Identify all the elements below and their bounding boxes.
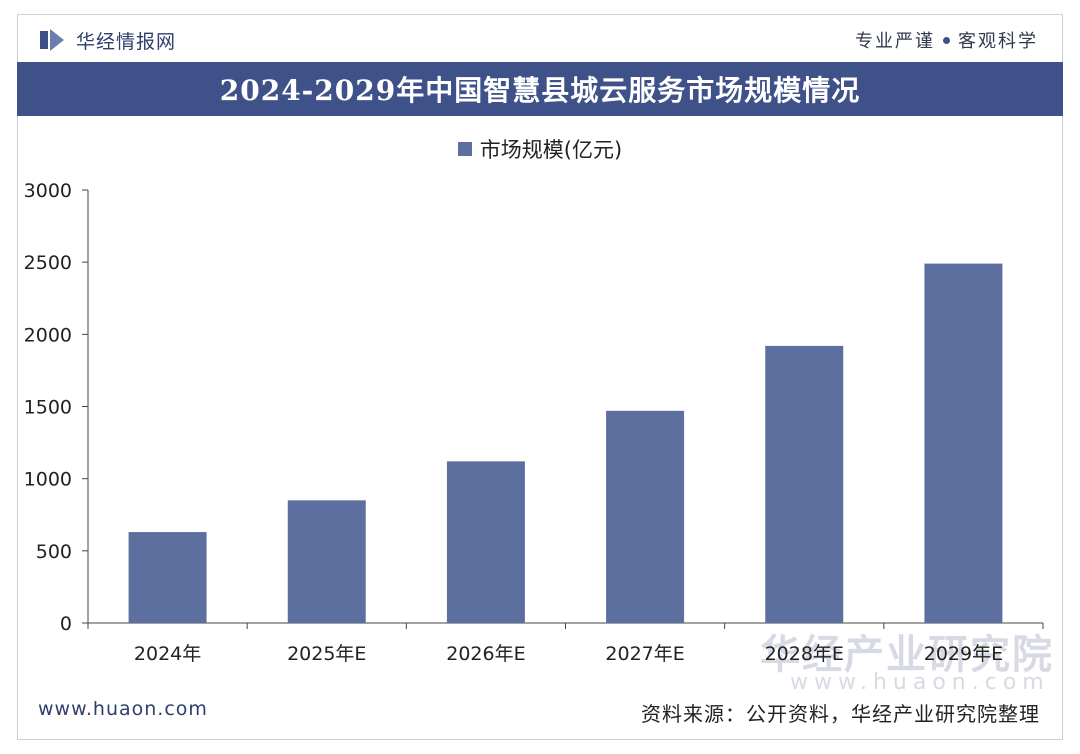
legend-label: 市场规模(亿元) bbox=[479, 138, 623, 162]
bar bbox=[765, 345, 844, 623]
slogan-right: 客观科学 bbox=[958, 31, 1038, 52]
bullet-dot-icon bbox=[943, 36, 950, 44]
y-tick-label: 2000 bbox=[24, 324, 72, 346]
x-tick-label: 2024年 bbox=[134, 643, 201, 665]
bar bbox=[606, 410, 685, 623]
footer-website: www.huaon.com bbox=[38, 698, 208, 720]
x-tick-label: 2027年E bbox=[605, 643, 684, 665]
brand-name: 华经情报网 bbox=[76, 30, 177, 53]
x-tick-label: 2025年E bbox=[287, 643, 366, 665]
y-tick-label: 3000 bbox=[24, 180, 72, 202]
y-tick-label: 1500 bbox=[24, 397, 72, 419]
x-tick-label: 2026年E bbox=[446, 643, 525, 665]
bar bbox=[287, 500, 366, 623]
x-tick-label: 2028年E bbox=[765, 643, 844, 665]
bar bbox=[128, 532, 207, 623]
bar bbox=[446, 461, 525, 623]
bar bbox=[924, 263, 1003, 623]
y-tick-label: 0 bbox=[60, 613, 72, 635]
x-tick-label: 2029年E bbox=[924, 643, 1003, 665]
watermark-url: www.huaon.com bbox=[790, 670, 1050, 695]
brand-logo-icon bbox=[40, 29, 66, 51]
y-tick-label: 1000 bbox=[24, 469, 72, 491]
title-bar: 2024-2029年中国智慧县城云服务市场规模情况 bbox=[17, 62, 1063, 116]
slogan-left: 专业严谨 bbox=[855, 31, 935, 52]
watermark-text: 华经产业研究院 bbox=[760, 632, 1054, 678]
footer-source: 资料来源：公开资料，华经产业研究院整理 bbox=[641, 702, 1040, 726]
brand: 华经情报网 bbox=[40, 26, 176, 54]
y-tick-label: 500 bbox=[36, 541, 72, 563]
y-tick-label: 2500 bbox=[24, 252, 72, 274]
chart-title: 2024-2029年中国智慧县城云服务市场规模情况 bbox=[219, 74, 861, 107]
legend-swatch bbox=[457, 142, 472, 156]
legend: 市场规模(亿元) bbox=[0, 134, 1080, 164]
slogan: 专业严谨 客观科学 bbox=[855, 26, 1038, 54]
